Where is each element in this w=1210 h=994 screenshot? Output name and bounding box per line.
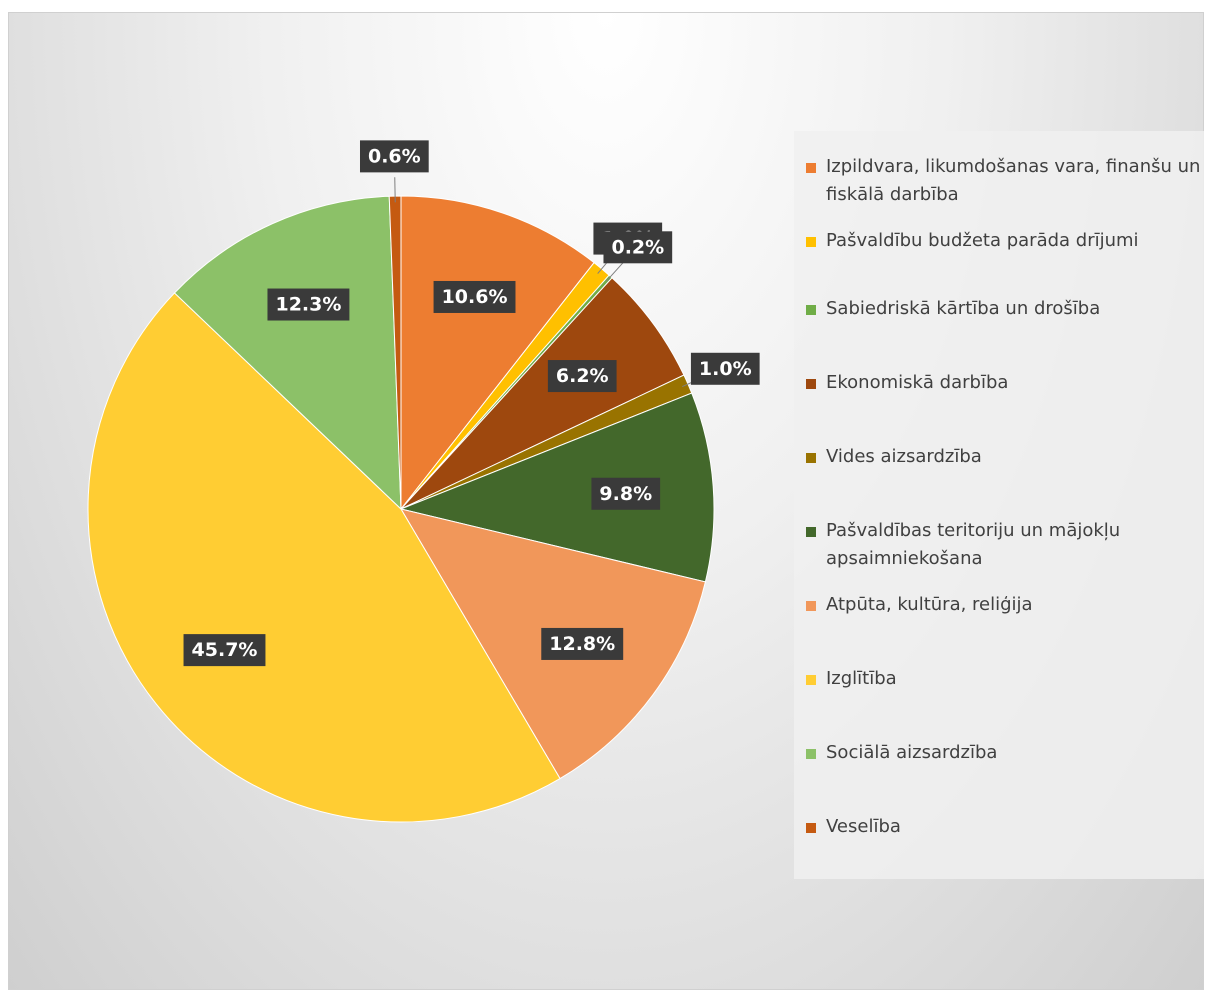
data-label-box	[541, 627, 624, 660]
legend-label: Sabiedriskā kārtība un drošība	[826, 298, 1101, 319]
data-label-box	[183, 634, 266, 667]
legend-swatch	[806, 305, 816, 315]
legend-label: Vides aizsardzība	[826, 446, 982, 467]
legend-label: Pašvaldības teritoriju un mājokļu apsaim…	[826, 520, 1121, 569]
data-label: 10.6%	[442, 286, 508, 308]
legend-label: Izglītība	[826, 668, 897, 689]
data-label-group: 1.0%	[690, 352, 760, 385]
legend-swatch	[806, 379, 816, 389]
legend-swatch	[806, 163, 816, 173]
legend-item: Atpūta, kultūra, reliģija	[804, 591, 1210, 619]
legend-item: Sabiedriskā kārtība un drošība	[804, 295, 1210, 323]
legend-swatch	[806, 527, 816, 537]
data-label: 12.8%	[549, 633, 615, 655]
data-label-box	[547, 360, 617, 393]
pie-slice	[173, 195, 402, 511]
legend-swatch	[806, 823, 816, 833]
pie-slice	[399, 392, 715, 583]
data-label: 0.6%	[368, 145, 421, 167]
data-label-box	[591, 477, 661, 510]
legend-item: Izglītība	[804, 665, 1210, 693]
data-label-group: 12.3%	[267, 288, 350, 321]
legend-swatch	[806, 601, 816, 611]
legend-label: Izpildvara, likumdošanas vara, finanšu u…	[826, 156, 1201, 205]
legend-label: Atpūta, kultūra, reliģija	[826, 594, 1033, 615]
legend-label: Sociālā aizsardzība	[826, 742, 998, 763]
legend: Izpildvara, likumdošanas vara, finanšu u…	[794, 131, 1204, 879]
data-label: 45.7%	[192, 639, 258, 661]
data-label-box	[690, 352, 760, 385]
data-label: 6.2%	[556, 365, 609, 387]
legend-item: Pašvaldības teritoriju un mājokļu apsaim…	[804, 517, 1210, 573]
pie-slice	[400, 277, 685, 510]
data-label-box	[267, 288, 350, 321]
pie-slice	[87, 292, 561, 823]
data-label-group: 9.8%	[591, 477, 661, 510]
legend-item: Ekonomiskā darbība	[804, 369, 1210, 397]
data-label: 1.0%	[699, 358, 752, 380]
legend-swatch	[806, 749, 816, 759]
legend-swatch	[806, 237, 816, 247]
legend-swatch	[806, 453, 816, 463]
data-label-group: 6.2%	[547, 360, 617, 393]
legend-label: Ekonomiskā darbība	[826, 372, 1009, 393]
chart-area: 10.6%1.0%0.2%6.2%1.0%9.8%12.8%45.7%12.3%…	[8, 12, 1204, 990]
legend-item: Vides aizsardzība	[804, 443, 1210, 471]
pie-slice	[400, 195, 595, 511]
data-label: 0.2%	[611, 236, 664, 258]
data-label-group: 0.2%	[603, 231, 673, 264]
data-label: 12.3%	[275, 294, 341, 316]
legend-label: Pašvaldību budžeta parāda drījumi	[826, 230, 1139, 251]
legend-item: Pašvaldību budžeta parāda drījumi	[804, 227, 1210, 255]
data-label-group: 10.6%	[433, 280, 516, 313]
data-label-group: 12.8%	[541, 627, 624, 660]
data-label-box	[359, 140, 429, 173]
data-label-box	[603, 231, 673, 264]
legend-swatch	[806, 675, 816, 685]
chart: 10.6%1.0%0.2%6.2%1.0%9.8%12.8%45.7%12.3%…	[87, 140, 760, 823]
data-label-group: 0.6%	[359, 140, 429, 173]
data-label-group: 45.7%	[183, 634, 266, 667]
data-label-box	[433, 280, 516, 313]
data-label: 9.8%	[599, 483, 652, 505]
legend-label: Veselība	[826, 816, 901, 837]
legend-item: Sociālā aizsardzība	[804, 739, 1210, 767]
legend-item: Veselība	[804, 813, 1210, 841]
leader-line	[606, 262, 624, 282]
legend-item: Izpildvara, likumdošanas vara, finanšu u…	[804, 153, 1210, 209]
